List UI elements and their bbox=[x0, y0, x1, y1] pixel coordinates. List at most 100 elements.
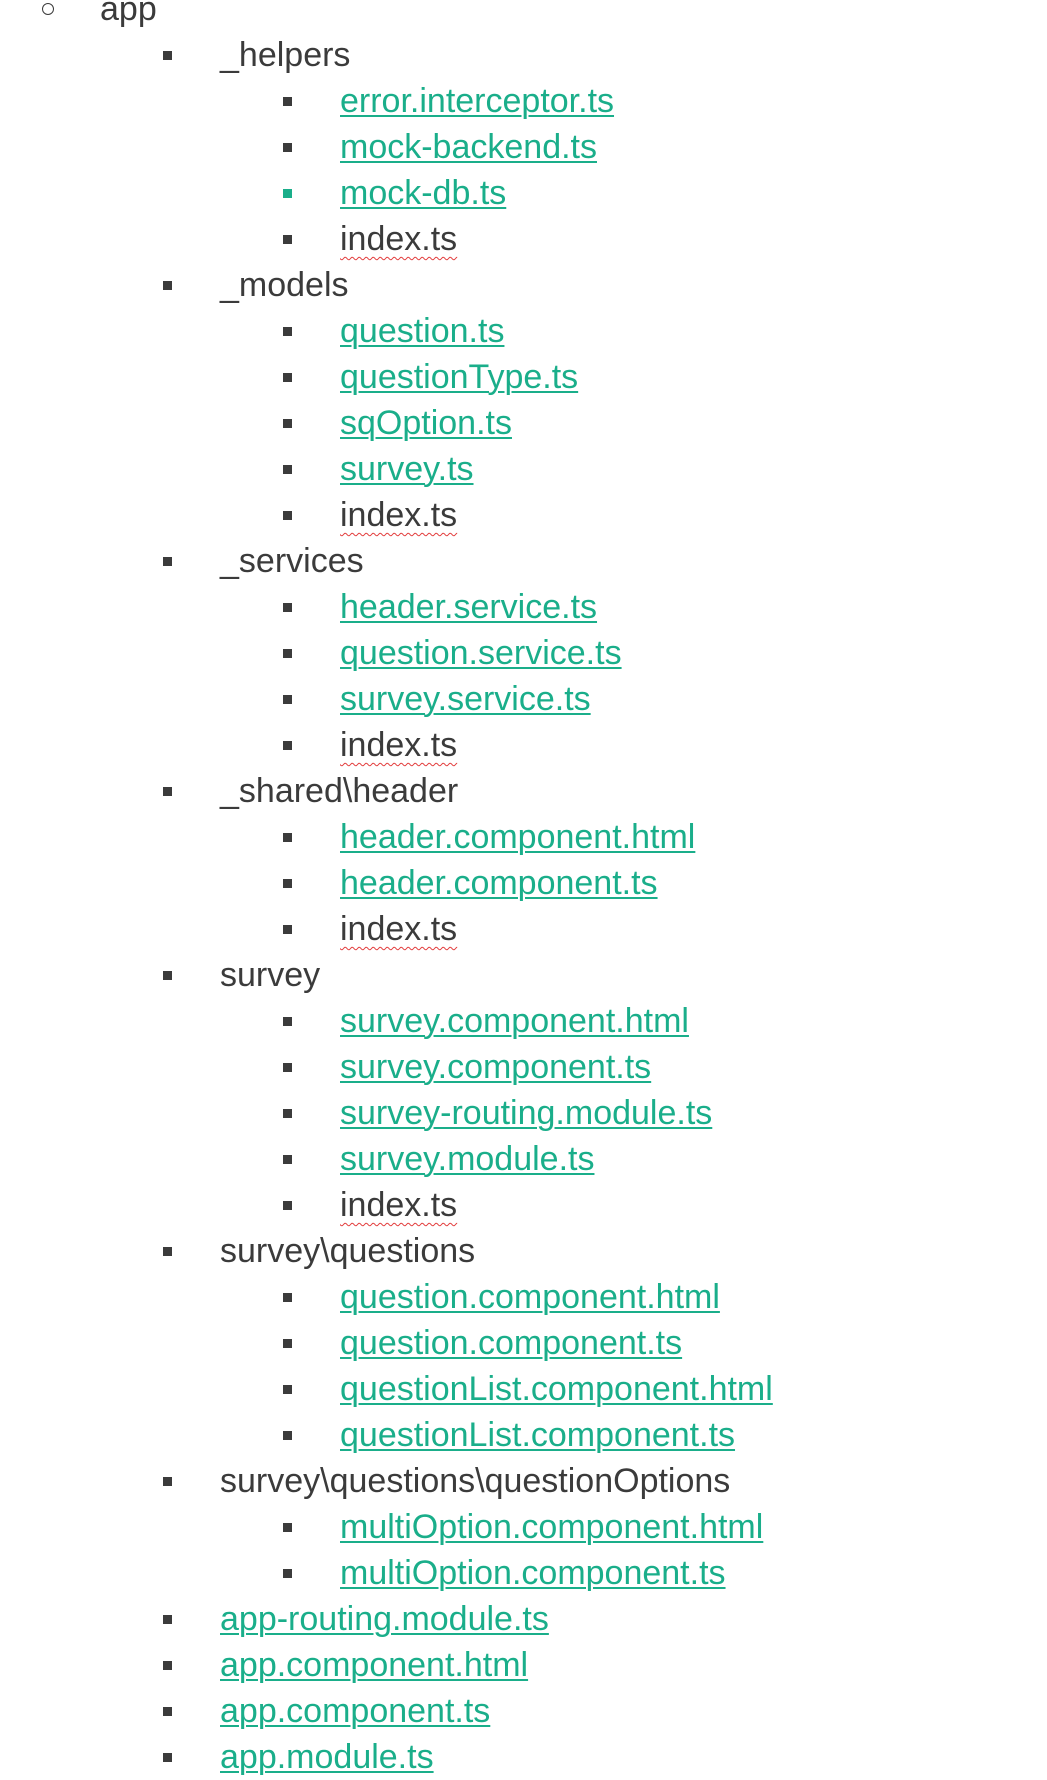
file-link[interactable]: app.component.html bbox=[220, 1646, 529, 1684]
file-row: question.ts bbox=[0, 308, 1047, 354]
folder-label: _helpers bbox=[220, 36, 351, 74]
file-label: index.ts bbox=[340, 496, 458, 534]
root-file-row: app.component.html bbox=[0, 1642, 1047, 1688]
square-bullet-icon bbox=[283, 833, 292, 842]
folder-label: survey\questions\questionOptions bbox=[220, 1462, 731, 1500]
square-bullet-icon bbox=[283, 465, 292, 474]
square-bullet-icon bbox=[283, 1201, 292, 1210]
file-link[interactable]: questionList.component.html bbox=[340, 1370, 773, 1408]
file-link[interactable]: multiOption.component.html bbox=[340, 1508, 764, 1546]
file-link[interactable]: questionType.ts bbox=[340, 358, 579, 396]
file-row: question.component.ts bbox=[0, 1320, 1047, 1366]
file-row: index.ts bbox=[0, 216, 1047, 262]
file-link[interactable]: header.component.html bbox=[340, 818, 696, 856]
file-link[interactable]: survey.component.ts bbox=[340, 1048, 652, 1086]
root-folder-label: app bbox=[100, 0, 157, 28]
square-bullet-icon bbox=[283, 603, 292, 612]
file-link[interactable]: error.interceptor.ts bbox=[340, 82, 615, 120]
file-link[interactable]: questionList.component.ts bbox=[340, 1416, 736, 1454]
square-bullet-icon bbox=[283, 511, 292, 520]
file-link[interactable]: survey.service.ts bbox=[340, 680, 591, 718]
square-bullet-icon bbox=[163, 51, 172, 60]
folder-label: _models bbox=[220, 266, 349, 304]
file-link[interactable]: question.component.ts bbox=[340, 1324, 683, 1362]
square-bullet-icon bbox=[163, 971, 172, 980]
square-bullet-icon bbox=[283, 419, 292, 428]
root-file-row: app-routing.module.ts bbox=[0, 1596, 1047, 1642]
file-link[interactable]: sqOption.ts bbox=[340, 404, 512, 442]
square-bullet-icon bbox=[283, 235, 292, 244]
file-link[interactable]: app-routing.module.ts bbox=[220, 1600, 549, 1638]
square-bullet-icon bbox=[283, 741, 292, 750]
tree-root-row: app bbox=[0, 0, 1047, 32]
file-link[interactable]: header.component.ts bbox=[340, 864, 658, 902]
file-row: survey.service.ts bbox=[0, 676, 1047, 722]
file-row: questionType.ts bbox=[0, 354, 1047, 400]
square-bullet-icon bbox=[163, 787, 172, 796]
folder-row: _services bbox=[0, 538, 1047, 584]
folder-row: _shared\header bbox=[0, 768, 1047, 814]
file-link[interactable]: question.ts bbox=[340, 312, 505, 350]
square-bullet-icon bbox=[163, 557, 172, 566]
square-bullet-icon bbox=[283, 1109, 292, 1118]
file-row: survey.module.ts bbox=[0, 1136, 1047, 1182]
file-link[interactable]: app.module.ts bbox=[220, 1738, 434, 1776]
file-row: index.ts bbox=[0, 1182, 1047, 1228]
square-bullet-icon bbox=[283, 1385, 292, 1394]
file-link[interactable]: header.service.ts bbox=[340, 588, 598, 626]
file-row: multiOption.component.ts bbox=[0, 1550, 1047, 1596]
file-row: error.interceptor.ts bbox=[0, 78, 1047, 124]
file-row: questionList.component.html bbox=[0, 1366, 1047, 1412]
file-row: survey.component.ts bbox=[0, 1044, 1047, 1090]
file-link[interactable]: question.service.ts bbox=[340, 634, 622, 672]
square-bullet-icon bbox=[283, 97, 292, 106]
file-link[interactable]: question.component.html bbox=[340, 1278, 720, 1316]
file-label: index.ts bbox=[340, 726, 458, 764]
file-row: question.component.html bbox=[0, 1274, 1047, 1320]
file-row: header.component.ts bbox=[0, 860, 1047, 906]
square-bullet-icon bbox=[283, 879, 292, 888]
file-row: survey.component.html bbox=[0, 998, 1047, 1044]
square-bullet-icon bbox=[163, 281, 172, 290]
square-bullet-icon bbox=[283, 1293, 292, 1302]
file-label: index.ts bbox=[340, 220, 458, 258]
square-bullet-icon bbox=[283, 1155, 292, 1164]
file-link[interactable]: mock-db.ts bbox=[340, 174, 507, 212]
folder-row: survey bbox=[0, 952, 1047, 998]
file-link[interactable]: mock-backend.ts bbox=[340, 128, 597, 166]
file-row: survey-routing.module.ts bbox=[0, 1090, 1047, 1136]
square-bullet-icon bbox=[283, 189, 292, 198]
square-bullet-icon bbox=[283, 695, 292, 704]
square-bullet-icon bbox=[163, 1661, 172, 1670]
file-link[interactable]: survey-routing.module.ts bbox=[340, 1094, 713, 1132]
file-row: multiOption.component.html bbox=[0, 1504, 1047, 1550]
file-label: index.ts bbox=[340, 910, 458, 948]
square-bullet-icon bbox=[283, 1569, 292, 1578]
file-link[interactable]: multiOption.component.ts bbox=[340, 1554, 726, 1592]
file-row: header.service.ts bbox=[0, 584, 1047, 630]
tree-body: _helpers error.interceptor.ts mock-backend… bbox=[0, 32, 1047, 1780]
folder-row: survey\questions\questionOptions bbox=[0, 1458, 1047, 1504]
folder-row: _helpers bbox=[0, 32, 1047, 78]
square-bullet-icon bbox=[163, 1707, 172, 1716]
file-row: questionList.component.ts bbox=[0, 1412, 1047, 1458]
square-bullet-icon bbox=[283, 327, 292, 336]
square-bullet-icon bbox=[163, 1615, 172, 1624]
root-file-row: app.component.ts bbox=[0, 1688, 1047, 1734]
file-row: index.ts bbox=[0, 492, 1047, 538]
file-link[interactable]: survey.module.ts bbox=[340, 1140, 595, 1178]
folder-label: survey bbox=[220, 956, 321, 994]
folder-row: _models bbox=[0, 262, 1047, 308]
square-bullet-icon bbox=[283, 1431, 292, 1440]
square-bullet-icon bbox=[283, 1339, 292, 1348]
file-row: survey.ts bbox=[0, 446, 1047, 492]
square-bullet-icon bbox=[283, 1017, 292, 1026]
file-link[interactable]: survey.ts bbox=[340, 450, 474, 488]
file-label: index.ts bbox=[340, 1186, 458, 1224]
square-bullet-icon bbox=[163, 1247, 172, 1256]
square-bullet-icon bbox=[283, 143, 292, 152]
file-row: index.ts bbox=[0, 722, 1047, 768]
folder-label: survey\questions bbox=[220, 1232, 476, 1270]
file-link[interactable]: app.component.ts bbox=[220, 1692, 491, 1730]
file-link[interactable]: survey.component.html bbox=[340, 1002, 689, 1040]
